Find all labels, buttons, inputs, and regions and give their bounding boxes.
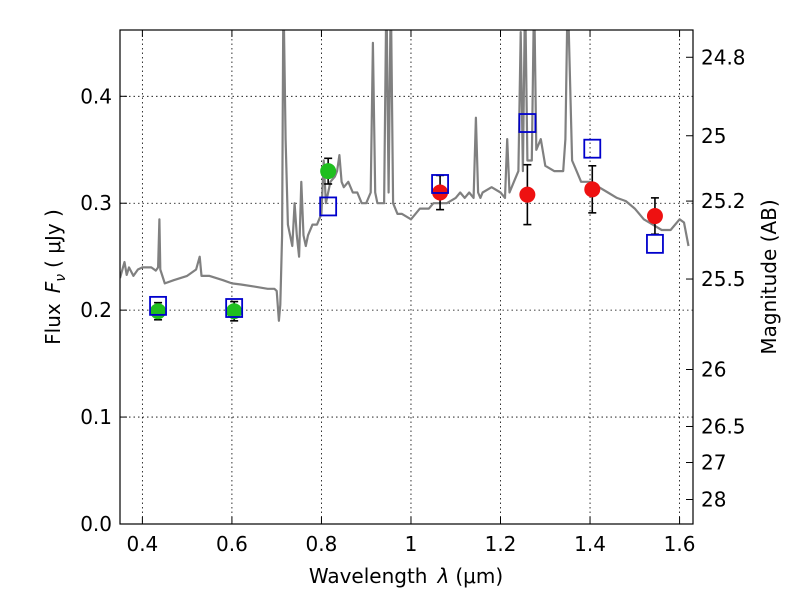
model-photometry-square — [518, 113, 537, 133]
x-tick-label: 1.2 — [485, 532, 517, 556]
y-tick-label: 0.2 — [80, 298, 112, 322]
tick-layer: 0.4 0.6 0.8 1 1.2 1.4 1.6 0.0 0.1 0.2 0.3 0.4 24.8 25… — [80, 30, 746, 556]
x-tick-label: 0.8 — [306, 532, 338, 556]
model-spectrum-layer — [120, 30, 690, 322]
y2-tick-label: 28 — [701, 488, 726, 512]
x-axis-label: Wavelength λ (μm) — [309, 564, 503, 588]
y-tick-label: 0.4 — [80, 84, 112, 108]
y2-tick-label: 26 — [701, 357, 726, 381]
y2-tick-label: 25 — [701, 124, 726, 148]
model-photometry-square — [149, 295, 167, 316]
y-axis-label: FluxFν( μJy ) — [41, 209, 69, 345]
plot-frame — [119, 29, 694, 525]
x-tick-label: 1.4 — [574, 532, 606, 556]
model-spectrum-line — [120, 30, 690, 322]
x-tick-label: 1.6 — [664, 532, 696, 556]
model-photometry-square — [431, 174, 449, 194]
model-photometry-square — [583, 138, 602, 159]
y2-tick-label: 24.8 — [701, 45, 746, 69]
red-data-point — [584, 181, 601, 198]
green-data-point — [150, 303, 167, 320]
x-tick-label: 0.6 — [216, 532, 248, 556]
model-photometry-square — [319, 196, 338, 217]
model-photometry-square — [225, 298, 244, 318]
y2-tick-label: 25.2 — [701, 189, 746, 213]
marker-layer — [149, 113, 664, 322]
x-tick-label: 0.4 — [126, 532, 158, 556]
y-tick-label: 0.0 — [80, 512, 112, 536]
red-data-point — [646, 208, 663, 225]
grid — [120, 30, 693, 525]
x-tick-label: 1 — [405, 532, 418, 556]
y2-tick-label: 27 — [701, 451, 726, 475]
y-tick-label: 0.3 — [80, 191, 112, 215]
model-photometry-square — [646, 233, 664, 254]
y2-tick-label: 26.5 — [701, 414, 746, 438]
y2-tick-label: 25.5 — [701, 267, 746, 291]
green-data-point — [320, 163, 337, 180]
y2-axis-label: Magnitude (AB) — [757, 199, 781, 354]
y-tick-label: 0.1 — [80, 405, 112, 429]
red-data-point — [519, 186, 536, 203]
